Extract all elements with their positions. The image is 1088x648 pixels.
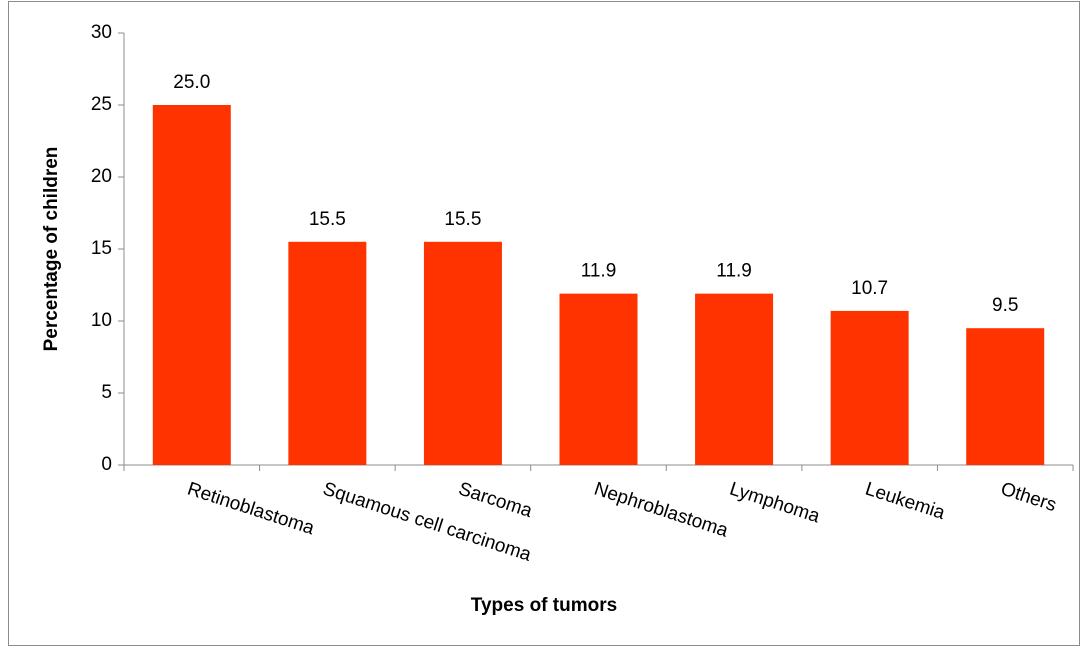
y-tick-label: 30 xyxy=(91,22,112,43)
value-label: 11.9 xyxy=(581,261,617,282)
value-label: 15.5 xyxy=(309,209,346,230)
x-tick-label: Leukemia xyxy=(863,479,948,525)
y-tick-label: 5 xyxy=(101,382,112,403)
y-tick-label: 20 xyxy=(91,166,112,187)
x-tick-label: Lymphoma xyxy=(727,479,823,528)
bar xyxy=(695,293,774,465)
bar xyxy=(559,293,638,465)
value-label: 25.0 xyxy=(173,72,210,93)
y-tick-label: 10 xyxy=(91,310,112,331)
x-tick-label: Sarcoma xyxy=(456,479,535,523)
x-tick-label: Others xyxy=(998,479,1059,517)
x-axis-title: Types of tumors xyxy=(471,595,617,616)
bar xyxy=(830,310,909,465)
y-tick-label: 15 xyxy=(91,238,112,259)
bar xyxy=(966,328,1045,465)
x-tick-label: Nephroblastoma xyxy=(591,479,730,542)
y-axis-title: Percentage of children xyxy=(41,147,62,352)
value-label: 15.5 xyxy=(444,209,481,230)
x-tick-label: Retinoblastoma xyxy=(185,479,317,540)
y-tick-label: 25 xyxy=(91,94,112,115)
y-tick-label: 0 xyxy=(101,454,112,475)
bar xyxy=(288,241,367,465)
value-label: 10.7 xyxy=(851,278,888,299)
bar xyxy=(152,105,231,465)
value-label: 9.5 xyxy=(992,295,1018,316)
chart-frame xyxy=(8,1,1080,646)
bar xyxy=(423,241,502,465)
value-label: 11.9 xyxy=(716,261,752,282)
